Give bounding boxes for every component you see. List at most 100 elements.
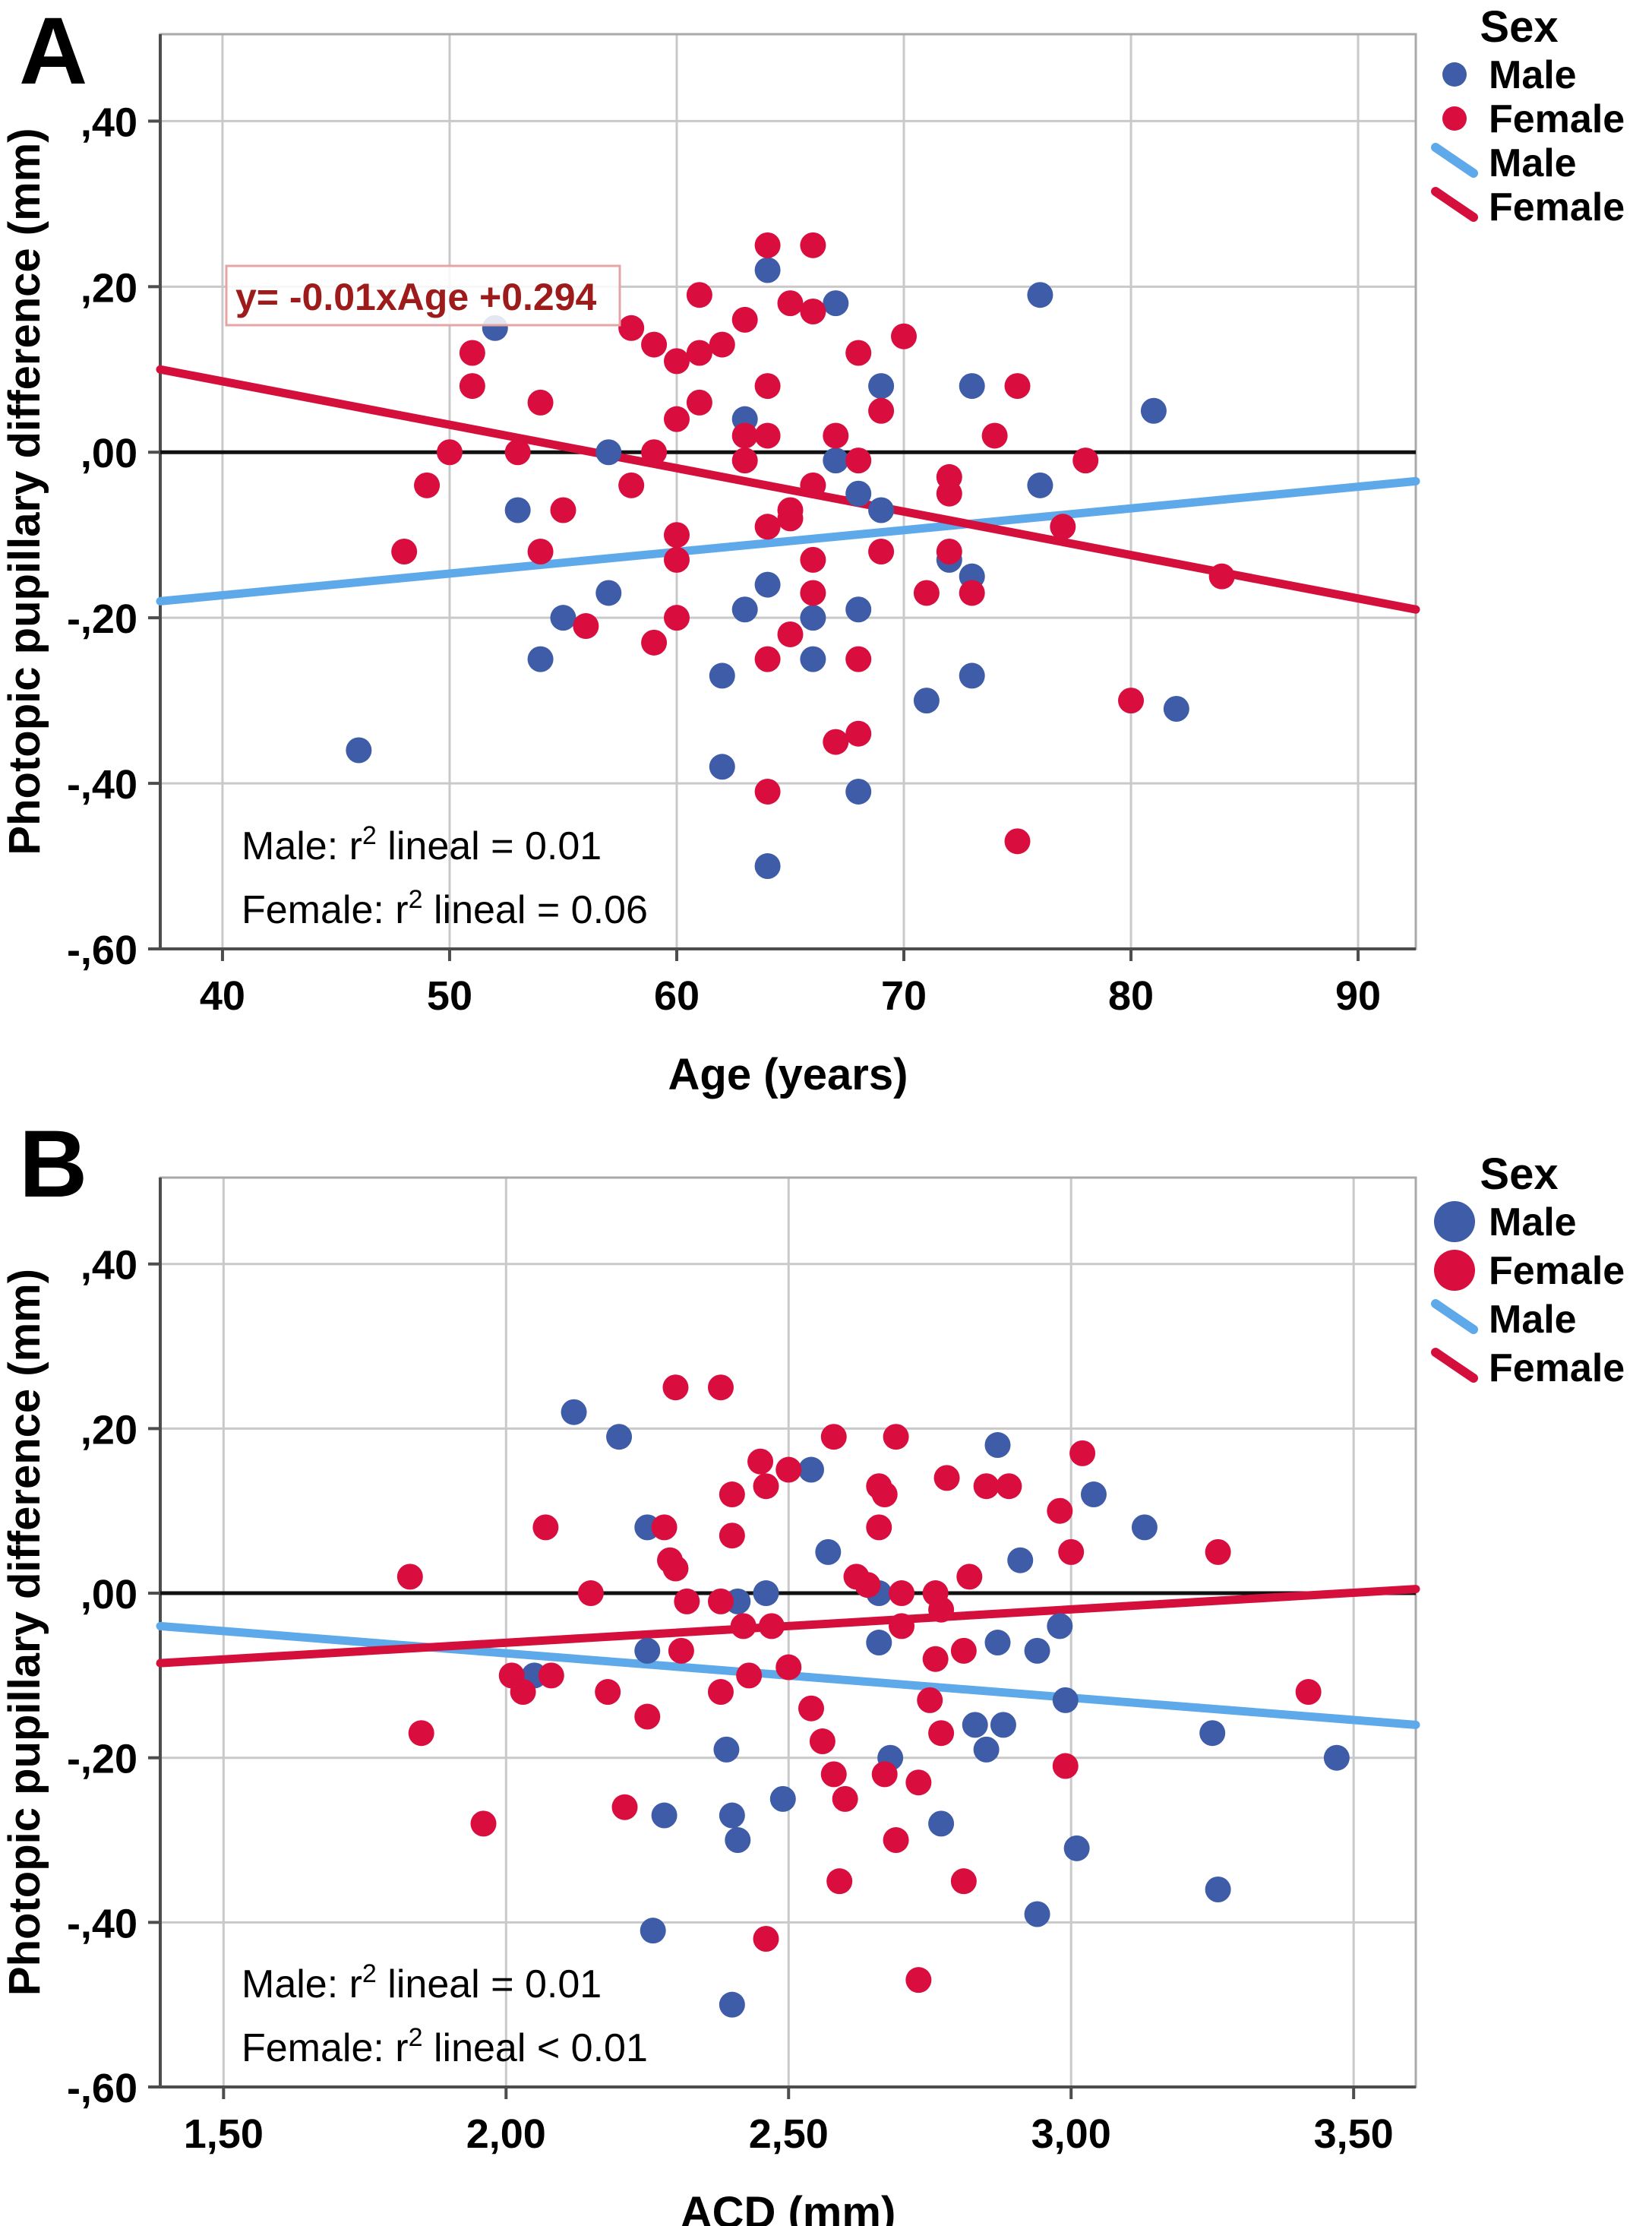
data-point-female xyxy=(577,1580,604,1607)
y-tick-label: -,20 xyxy=(67,596,137,642)
data-point-female xyxy=(775,1456,802,1483)
data-point-female xyxy=(1069,1440,1096,1466)
legend-dot-male xyxy=(1434,1201,1475,1242)
y-tick-label: ,40 xyxy=(81,100,137,145)
y-tick-label: ,40 xyxy=(81,1243,137,1288)
data-point-female xyxy=(663,522,690,549)
data-point-male xyxy=(1163,696,1189,723)
data-point-female xyxy=(905,1769,932,1796)
data-point-female xyxy=(800,580,826,606)
data-point-male xyxy=(1131,1514,1158,1541)
legend-label: Female xyxy=(1489,1249,1625,1293)
data-point-female xyxy=(550,497,576,523)
data-point-female xyxy=(845,340,872,366)
data-point-male xyxy=(1052,1687,1079,1713)
data-point-female xyxy=(889,1613,915,1639)
y-tick-label: ,00 xyxy=(81,1572,137,1617)
y-tick-label: -,20 xyxy=(67,1737,137,1782)
data-point-female xyxy=(800,299,826,325)
panel-background xyxy=(0,0,1652,1113)
data-point-male xyxy=(346,737,372,764)
data-point-female xyxy=(641,331,668,358)
data-point-male xyxy=(754,257,781,283)
data-point-female xyxy=(668,1637,694,1664)
data-point-female xyxy=(731,422,758,449)
data-point-female xyxy=(891,323,918,349)
data-point-male xyxy=(1205,1877,1231,1903)
data-point-female xyxy=(777,290,804,317)
x-tick-label: 3,00 xyxy=(1031,2111,1111,2157)
fit-line-female xyxy=(156,365,1420,614)
data-point-male xyxy=(561,1399,587,1425)
data-point-male xyxy=(866,1630,892,1656)
data-point-female xyxy=(1004,828,1031,855)
data-point-female xyxy=(663,348,690,375)
data-point-female xyxy=(820,1761,847,1788)
data-point-male xyxy=(769,1785,796,1812)
x-axis-title: Age (years) xyxy=(668,1050,908,1099)
data-point-female xyxy=(595,1679,621,1706)
data-point-female xyxy=(747,1448,774,1475)
data-point-female xyxy=(973,1473,1000,1500)
data-point-male xyxy=(868,497,895,523)
data-point-male xyxy=(1063,1835,1090,1861)
fit-line-female xyxy=(156,1585,1420,1668)
data-point-female xyxy=(868,538,895,564)
data-point-female xyxy=(731,447,758,474)
data-point-female xyxy=(459,373,485,400)
panel-letter: B xyxy=(19,1113,87,1217)
data-point-male xyxy=(823,290,849,317)
data-point-male xyxy=(984,1630,1011,1656)
data-point-male xyxy=(1140,397,1167,424)
data-point-male xyxy=(754,853,781,880)
annotation-text: y= -0.01xAge +0.294 xyxy=(235,276,597,318)
data-point-female xyxy=(845,646,872,672)
data-point-male xyxy=(1024,1901,1050,1927)
data-point-male xyxy=(800,605,826,631)
data-point-male xyxy=(550,605,576,631)
data-point-male xyxy=(651,1802,678,1829)
data-point-male xyxy=(1047,1613,1073,1639)
data-point-male xyxy=(713,1736,740,1763)
data-point-female xyxy=(981,422,1008,449)
data-point-female xyxy=(736,1662,763,1689)
data-point-female xyxy=(754,778,781,805)
data-point-male xyxy=(1080,1481,1107,1508)
data-point-female xyxy=(532,1514,559,1541)
data-point-male xyxy=(527,646,554,672)
data-point-male xyxy=(709,662,735,689)
panel-a-chart: 40 50 60 70 80 90 ,40 ,20 ,00 -,20 -,40 -,60 Age (ye… xyxy=(0,0,1652,1113)
data-point-female xyxy=(459,340,485,366)
data-point-female xyxy=(719,1522,745,1549)
data-point-male xyxy=(959,662,985,689)
data-point-female xyxy=(758,1613,785,1639)
legend-line-male xyxy=(1431,143,1478,178)
data-point-male xyxy=(504,497,531,523)
data-point-male xyxy=(725,1827,751,1854)
legend-label: Female xyxy=(1489,185,1625,229)
data-point-female xyxy=(871,1481,898,1508)
data-point-female xyxy=(832,1785,858,1812)
data-point-male xyxy=(595,439,622,466)
stats-text: Female: r2 lineal = 0.06 xyxy=(242,885,648,932)
x-tick-label: 2,00 xyxy=(466,2111,546,2157)
data-point-female xyxy=(820,1424,847,1450)
data-point-male xyxy=(984,1432,1011,1459)
data-point-female xyxy=(905,1967,932,1994)
data-point-male xyxy=(845,778,872,805)
data-point-female xyxy=(777,505,804,532)
x-tick-label: 3,50 xyxy=(1314,2111,1394,2157)
legend-label: Male xyxy=(1489,53,1577,97)
data-point-male xyxy=(990,1712,1016,1738)
data-point-female xyxy=(1205,1538,1231,1565)
data-point-male xyxy=(973,1736,1000,1763)
legend-line-male xyxy=(1431,1299,1478,1334)
data-point-female xyxy=(618,315,645,341)
annotation-box xyxy=(225,264,621,327)
data-point-female xyxy=(754,232,781,258)
data-point-male xyxy=(719,1802,745,1829)
data-point-female xyxy=(527,538,554,564)
data-point-female xyxy=(510,1679,536,1706)
data-point-male xyxy=(1027,282,1053,308)
legend-dot-female xyxy=(1434,1250,1475,1291)
